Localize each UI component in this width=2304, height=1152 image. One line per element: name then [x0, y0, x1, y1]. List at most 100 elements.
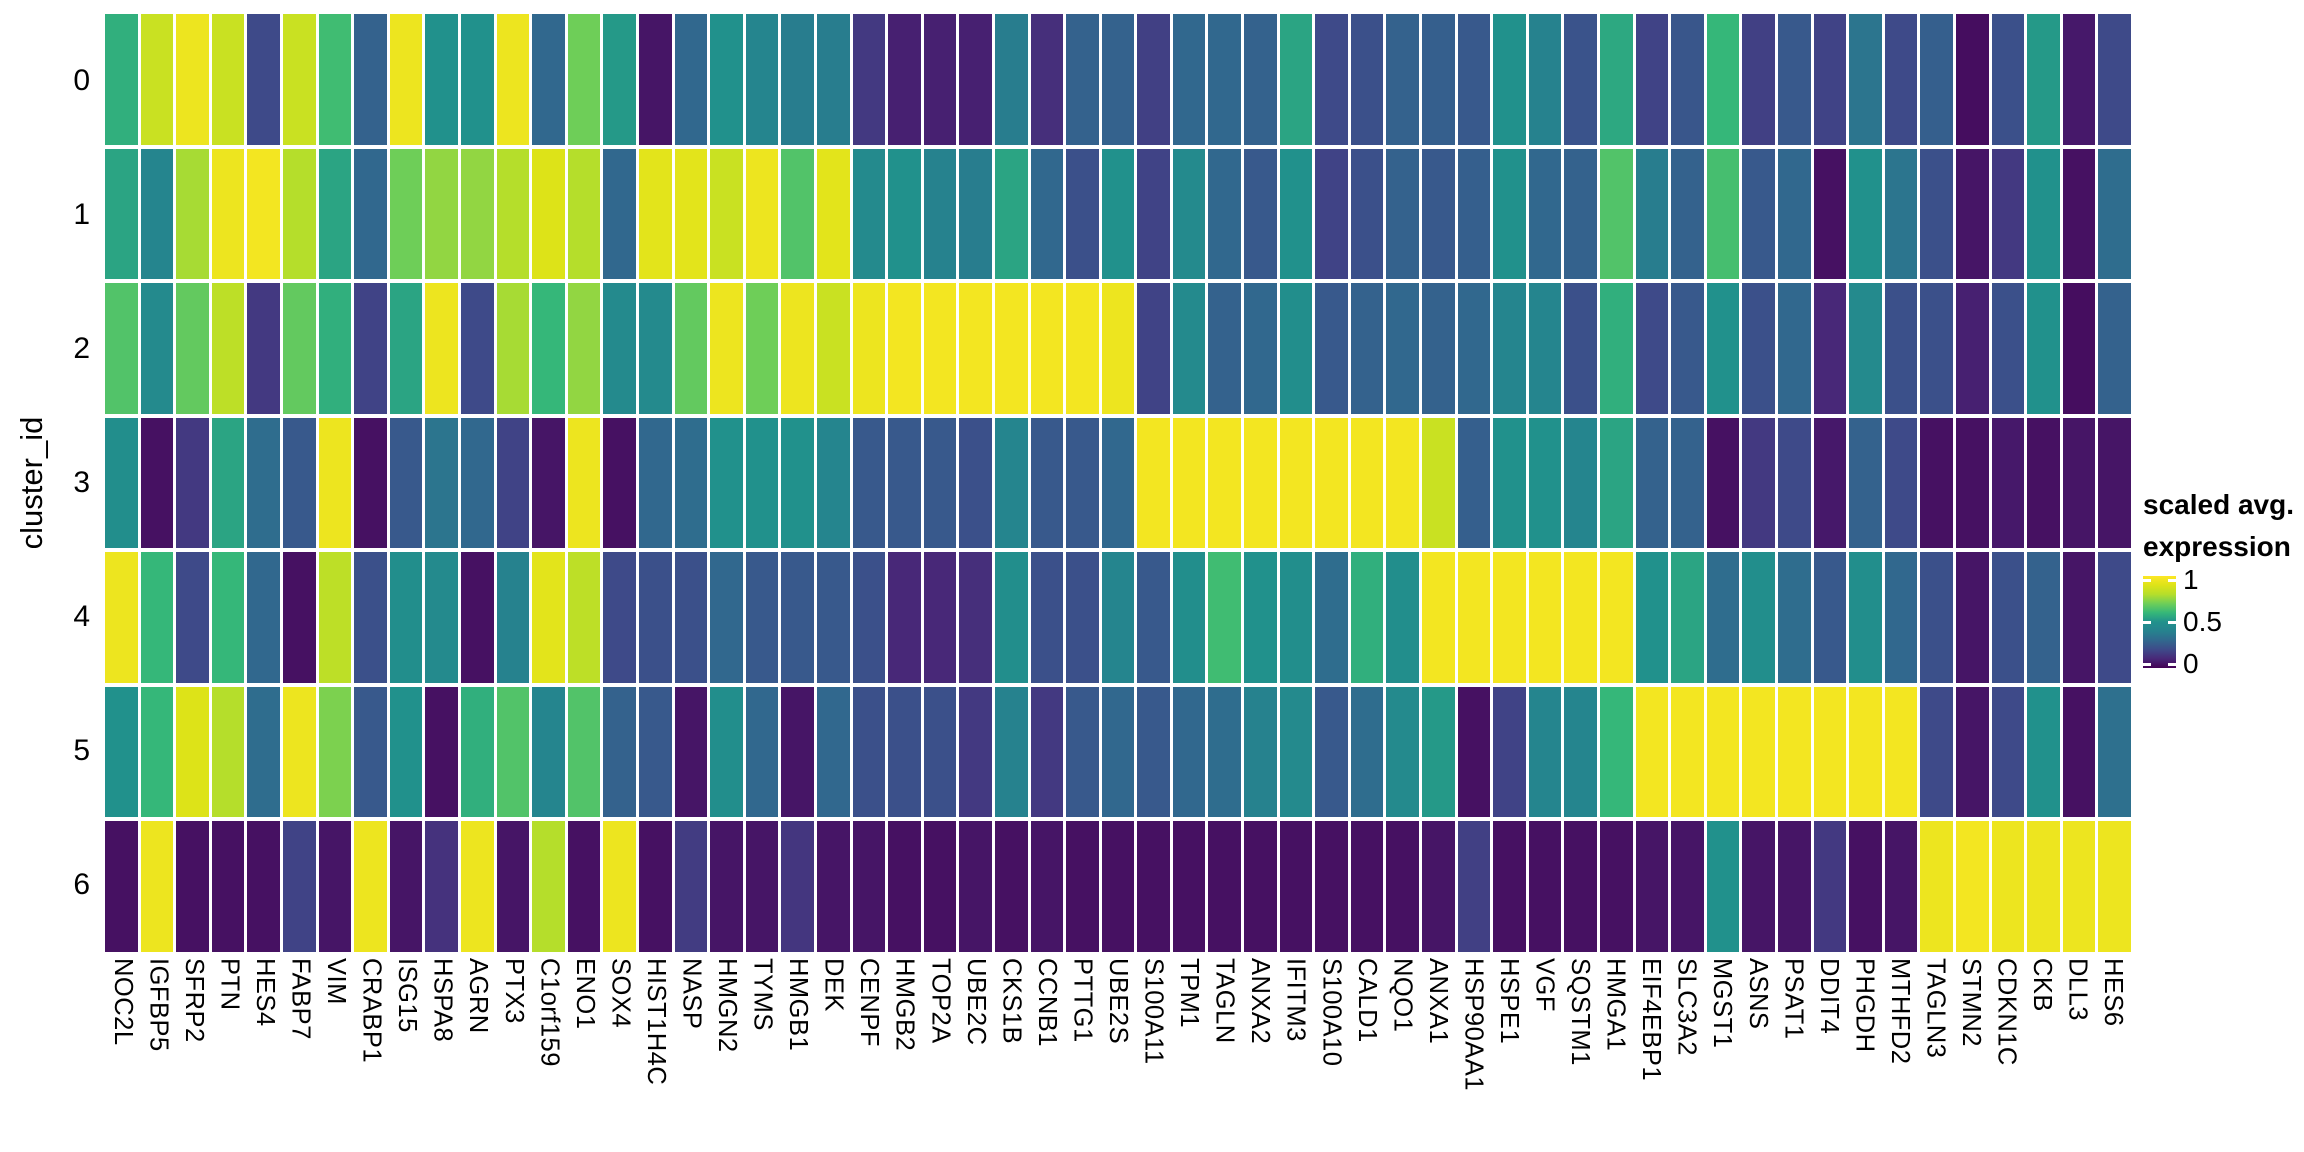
x-gene-label: IFITM3: [1281, 958, 1310, 1042]
x-gene-label: CDKN1C: [1992, 958, 2021, 1066]
legend-tick-mark: [2168, 621, 2176, 624]
heatmap-cell: [211, 552, 245, 683]
heatmap-cell: [105, 417, 138, 549]
heatmap-cell: [1884, 14, 1918, 145]
heatmap-cell: [710, 14, 743, 145]
x-gene-label: IGFBP5: [144, 958, 173, 1052]
heatmap-cell: [2027, 283, 2060, 414]
heatmap-cell: [140, 283, 174, 414]
heatmap-cell: [1350, 686, 1384, 818]
heatmap-cell: [140, 148, 174, 280]
heatmap-cell: [1350, 14, 1384, 145]
heatmap-cell: [567, 552, 601, 683]
heatmap-cell: [1635, 552, 1669, 683]
x-gene-label: HMGB1: [784, 958, 813, 1052]
heatmap-cell: [1991, 14, 2025, 145]
legend-tick-mark: [2143, 579, 2151, 582]
heatmap-cell: [781, 686, 814, 818]
x-gene-label: TOP2A: [926, 958, 955, 1044]
x-gene-label: VIM: [322, 958, 351, 1005]
x-gene-label: HMGB2: [890, 958, 919, 1052]
heatmap-cell: [1528, 283, 1562, 414]
heatmap-cell: [1030, 552, 1064, 683]
heatmap-cell: [1528, 552, 1562, 683]
heatmap-cell: [888, 148, 921, 280]
heatmap-cell: [318, 148, 352, 280]
heatmap-cell: [282, 821, 316, 952]
heatmap-cell: [781, 417, 814, 549]
y-tick-label: 1: [73, 198, 90, 231]
heatmap-cell: [1315, 148, 1348, 280]
heatmap-cell: [923, 821, 957, 952]
heatmap-cell: [140, 686, 174, 818]
x-gene-label: TAGLN: [1210, 958, 1239, 1044]
x-gene-label: PSAT1: [1779, 958, 1808, 1040]
x-gene-label: PTX3: [499, 958, 528, 1024]
heatmap-cell: [1137, 686, 1170, 818]
legend-tick-mark: [2168, 663, 2176, 666]
heatmap-cell: [2062, 14, 2096, 145]
heatmap-cell: [1208, 686, 1242, 818]
heatmap-cell: [282, 148, 316, 280]
heatmap-cell: [1564, 821, 1598, 952]
x-gene-label: ANXA1: [1423, 958, 1452, 1045]
heatmap-cell: [1920, 686, 1954, 818]
x-gene-label: ASNS: [1743, 958, 1772, 1030]
heatmap-cell: [425, 283, 458, 414]
heatmap-cell: [1635, 283, 1669, 414]
heatmap-cell: [674, 821, 708, 952]
heatmap-cell: [1066, 821, 1099, 952]
heatmap-cell: [140, 821, 174, 952]
legend-title-line1: scaled avg.: [2143, 489, 2294, 520]
heatmap-cell: [1564, 552, 1598, 683]
heatmap-cell: [1066, 14, 1099, 145]
heatmap-cell: [1101, 821, 1135, 952]
x-gene-label: CALD1: [1352, 958, 1381, 1043]
heatmap-cell: [1172, 417, 1206, 549]
heatmap-cell: [318, 552, 352, 683]
heatmap-cell: [1600, 686, 1633, 818]
heatmap-cell: [923, 552, 957, 683]
heatmap-cell: [745, 14, 779, 145]
heatmap-cell: [816, 148, 850, 280]
heatmap-cell: [816, 821, 850, 952]
heatmap-cell: [425, 417, 458, 549]
heatmap-cell: [1813, 552, 1847, 683]
heatmap-cell: [638, 552, 672, 683]
heatmap-cell: [745, 821, 779, 952]
heatmap-cell: [1884, 417, 1918, 549]
x-gene-label: CCNB1: [1032, 958, 1061, 1047]
heatmap-cell: [247, 417, 280, 549]
heatmap-cell: [994, 821, 1028, 952]
heatmap-cell: [1137, 417, 1170, 549]
heatmap-cell: [1422, 686, 1455, 818]
x-gene-label: SFRP2: [179, 958, 208, 1043]
heatmap-cell: [1920, 821, 1954, 952]
heatmap-cell: [532, 283, 565, 414]
heatmap-cell: [1101, 283, 1135, 414]
heatmap-cell: [923, 417, 957, 549]
heatmap-cell: [105, 14, 138, 145]
heatmap-cell: [1671, 821, 1704, 952]
heatmap-cell: [1742, 148, 1776, 280]
heatmap-cell: [1422, 148, 1455, 280]
heatmap-cell: [1600, 283, 1633, 414]
heatmap-cell: [2098, 148, 2131, 280]
heatmap-cell: [923, 14, 957, 145]
heatmap-cell: [105, 283, 138, 414]
heatmap-cell: [211, 686, 245, 818]
heatmap-cell: [1991, 686, 2025, 818]
heatmap-cell: [1208, 148, 1242, 280]
heatmap-cell: [1386, 552, 1420, 683]
heatmap-cell: [460, 821, 494, 952]
heatmap-cell: [1742, 283, 1776, 414]
heatmap-cell: [1920, 14, 1954, 145]
heatmap-cell: [1742, 552, 1776, 683]
heatmap-cell: [1956, 283, 1989, 414]
x-gene-label: HES4: [250, 958, 279, 1027]
heatmap-cell: [1172, 148, 1206, 280]
heatmap-cell: [496, 417, 530, 549]
heatmap-cell: [105, 552, 138, 683]
heatmap-cell: [1671, 686, 1704, 818]
x-gene-label: HSPA8: [428, 958, 457, 1043]
